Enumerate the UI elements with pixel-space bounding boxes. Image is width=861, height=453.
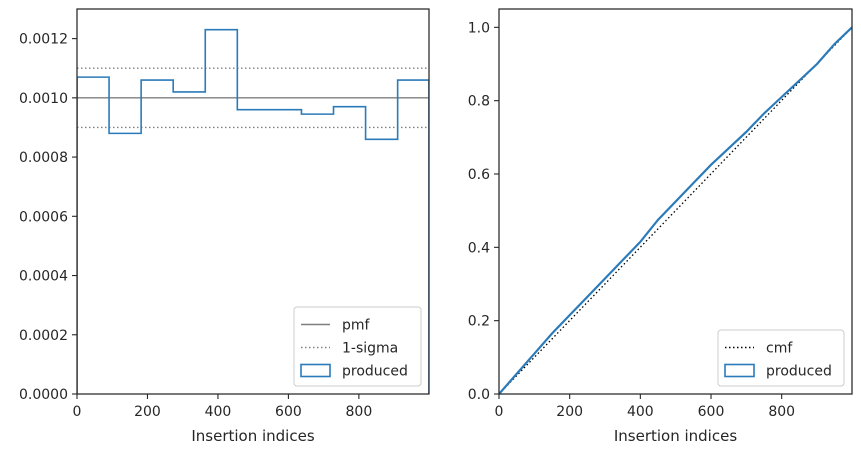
y-tick-label: 0.0002: [19, 328, 68, 344]
legend-label-pmf: pmf: [342, 318, 371, 334]
x-tick-label: 200: [134, 404, 161, 420]
x-tick-label: 400: [627, 404, 654, 420]
x-tick-label: 0: [73, 404, 82, 420]
x-axis-label: Insertion indices: [614, 427, 737, 445]
x-tick-label: 800: [346, 404, 373, 420]
y-tick-label: 0.0004: [19, 269, 68, 285]
x-tick-label: 600: [698, 404, 725, 420]
y-tick-label: 0.0012: [19, 32, 68, 48]
x-tick-label: 800: [768, 404, 795, 420]
y-tick-label: 0.0: [468, 387, 490, 403]
x-axis-label: Insertion indices: [191, 427, 314, 445]
x-tick-label: 0: [495, 404, 504, 420]
x-tick-label: 400: [205, 404, 232, 420]
y-tick-label: 0.4: [468, 240, 490, 256]
y-tick-label: 1.0: [468, 20, 490, 36]
right-cumulative-panel: 0 200 400 600 800 0.0 0.2 0.4 0.6 0.8 1.0 Insertion…: [468, 9, 852, 445]
legend-label-produced: produced: [342, 364, 408, 380]
y-tick-label: 0.0000: [19, 387, 68, 403]
legend: pmf 1-sigma produced: [294, 307, 421, 386]
legend-label-cmf: cmf: [766, 341, 793, 357]
legend-label-1-sigma: 1-sigma: [342, 341, 398, 357]
y-tick-label: 0.0010: [19, 91, 68, 107]
y-tick-label: 0.0006: [19, 209, 68, 225]
y-tick-label: 0.2: [468, 314, 490, 330]
x-tick-label: 600: [275, 404, 302, 420]
y-tick-label: 0.0008: [19, 150, 68, 166]
x-tick-label: 200: [556, 404, 583, 420]
y-tick-label: 0.8: [468, 94, 490, 110]
y-tick-label: 0.6: [468, 167, 490, 183]
legend-label-produced: produced: [766, 364, 832, 380]
legend: cmf produced: [718, 330, 844, 386]
left-histogram-panel: 0 200 400 600 800 0.0000 0.0002 0.0004 0.0006 0.0…: [19, 9, 429, 445]
